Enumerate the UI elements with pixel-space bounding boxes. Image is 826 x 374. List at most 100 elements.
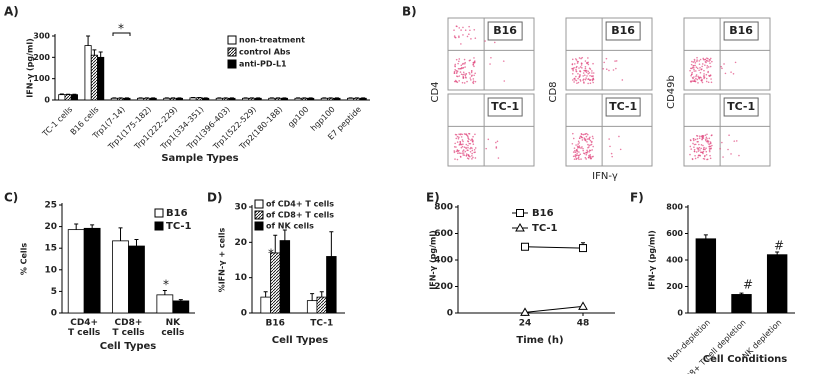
event-dot: [706, 65, 709, 67]
event-dot: [462, 154, 464, 156]
event-dot: [705, 80, 708, 83]
bar: [143, 97, 151, 101]
event-dot: [460, 146, 463, 149]
error-bar: [162, 290, 167, 295]
event-dot: [591, 72, 593, 74]
legend-label: TC-1: [166, 221, 192, 232]
event-dot: [578, 137, 581, 139]
event-dot: [588, 151, 591, 153]
event-dot: [467, 146, 469, 149]
event-dot: [592, 145, 594, 148]
event-dot: [579, 135, 582, 138]
bar: [83, 227, 101, 314]
event-dot: [467, 149, 469, 152]
event-dot: [453, 29, 455, 31]
event-dot: [585, 132, 588, 135]
event-dot: [576, 60, 579, 63]
event-dot: [469, 155, 471, 158]
x-axis-label: Cell Types: [100, 341, 157, 352]
event-dot: [459, 140, 462, 143]
event-dot: [696, 59, 698, 61]
bar: [260, 296, 271, 314]
event-dot: [707, 71, 709, 74]
event-dot: [456, 135, 459, 138]
event-dot: [578, 151, 580, 153]
event-dot: [611, 155, 613, 158]
event-dot: [587, 78, 590, 80]
event-dot: [470, 146, 472, 149]
event-dot: [575, 68, 577, 71]
event-dot: [587, 143, 589, 146]
event-dot: [462, 71, 465, 74]
event-dot: [697, 147, 700, 150]
event-dot: [588, 72, 591, 74]
event-dot: [577, 147, 579, 149]
event-dot: [468, 25, 470, 28]
event-dot: [592, 72, 595, 74]
event-dot: [458, 149, 460, 152]
error-bar: [319, 291, 324, 298]
event-dot: [690, 63, 693, 66]
sample-box: [723, 97, 759, 117]
event-dot: [702, 57, 705, 60]
event-dot: [587, 82, 589, 85]
bar: [97, 56, 105, 101]
event-dot: [574, 58, 577, 60]
event-dot: [470, 79, 472, 81]
event-dot: [465, 72, 468, 75]
panel-label: F): [630, 191, 644, 205]
error-bar: [263, 291, 268, 298]
y-tick-label: 600: [666, 229, 683, 238]
event-dot: [465, 134, 468, 136]
y-tick-label: 600: [434, 229, 453, 239]
bar: [149, 97, 157, 101]
event-dot: [698, 69, 700, 72]
error-bar: [92, 49, 97, 56]
event-dot: [469, 142, 472, 145]
event-dot: [574, 156, 577, 158]
bar: [280, 97, 288, 101]
event-dot: [609, 145, 611, 148]
event-dot: [469, 150, 472, 153]
legend-label: B16: [532, 208, 554, 219]
event-dot: [454, 36, 456, 39]
event-dot: [592, 62, 594, 65]
event-dot: [619, 148, 622, 151]
legend-label: of CD4+ T cells: [266, 200, 334, 209]
event-dot: [466, 35, 469, 38]
legend-label: non-treatment: [239, 36, 305, 45]
event-dot: [587, 63, 590, 66]
x-axis-label: Cell Conditions: [703, 354, 788, 365]
event-dot: [605, 57, 608, 60]
event-dot: [707, 81, 710, 84]
event-dot: [578, 145, 581, 147]
point: [520, 307, 530, 316]
event-dot: [584, 65, 587, 68]
event-dot: [464, 66, 466, 68]
event-dot: [728, 134, 730, 137]
event-dot: [586, 133, 589, 136]
y-tick-label: 0: [241, 309, 247, 319]
panel-label: E): [426, 191, 440, 205]
event-dot: [578, 146, 581, 149]
event-dot: [571, 67, 573, 70]
event-dot: [579, 66, 582, 68]
error-bar: [282, 229, 287, 241]
event-dot: [453, 35, 456, 37]
event-dot: [706, 137, 708, 140]
bar: [294, 97, 302, 101]
channel-label: CD8: [548, 81, 559, 102]
x-tick-label: 24: [519, 319, 532, 329]
event-dot: [467, 157, 470, 160]
event-dot: [473, 61, 475, 64]
event-dot: [581, 133, 583, 136]
y-tick-label: 10: [234, 273, 247, 283]
sample-label: TC-1: [609, 100, 637, 113]
bar: [67, 229, 85, 314]
event-dot: [708, 60, 710, 62]
error-bar: [775, 251, 780, 255]
event-dot: [708, 150, 711, 153]
event-dot: [585, 77, 587, 79]
bar: [766, 254, 788, 314]
event-dot: [587, 70, 590, 73]
